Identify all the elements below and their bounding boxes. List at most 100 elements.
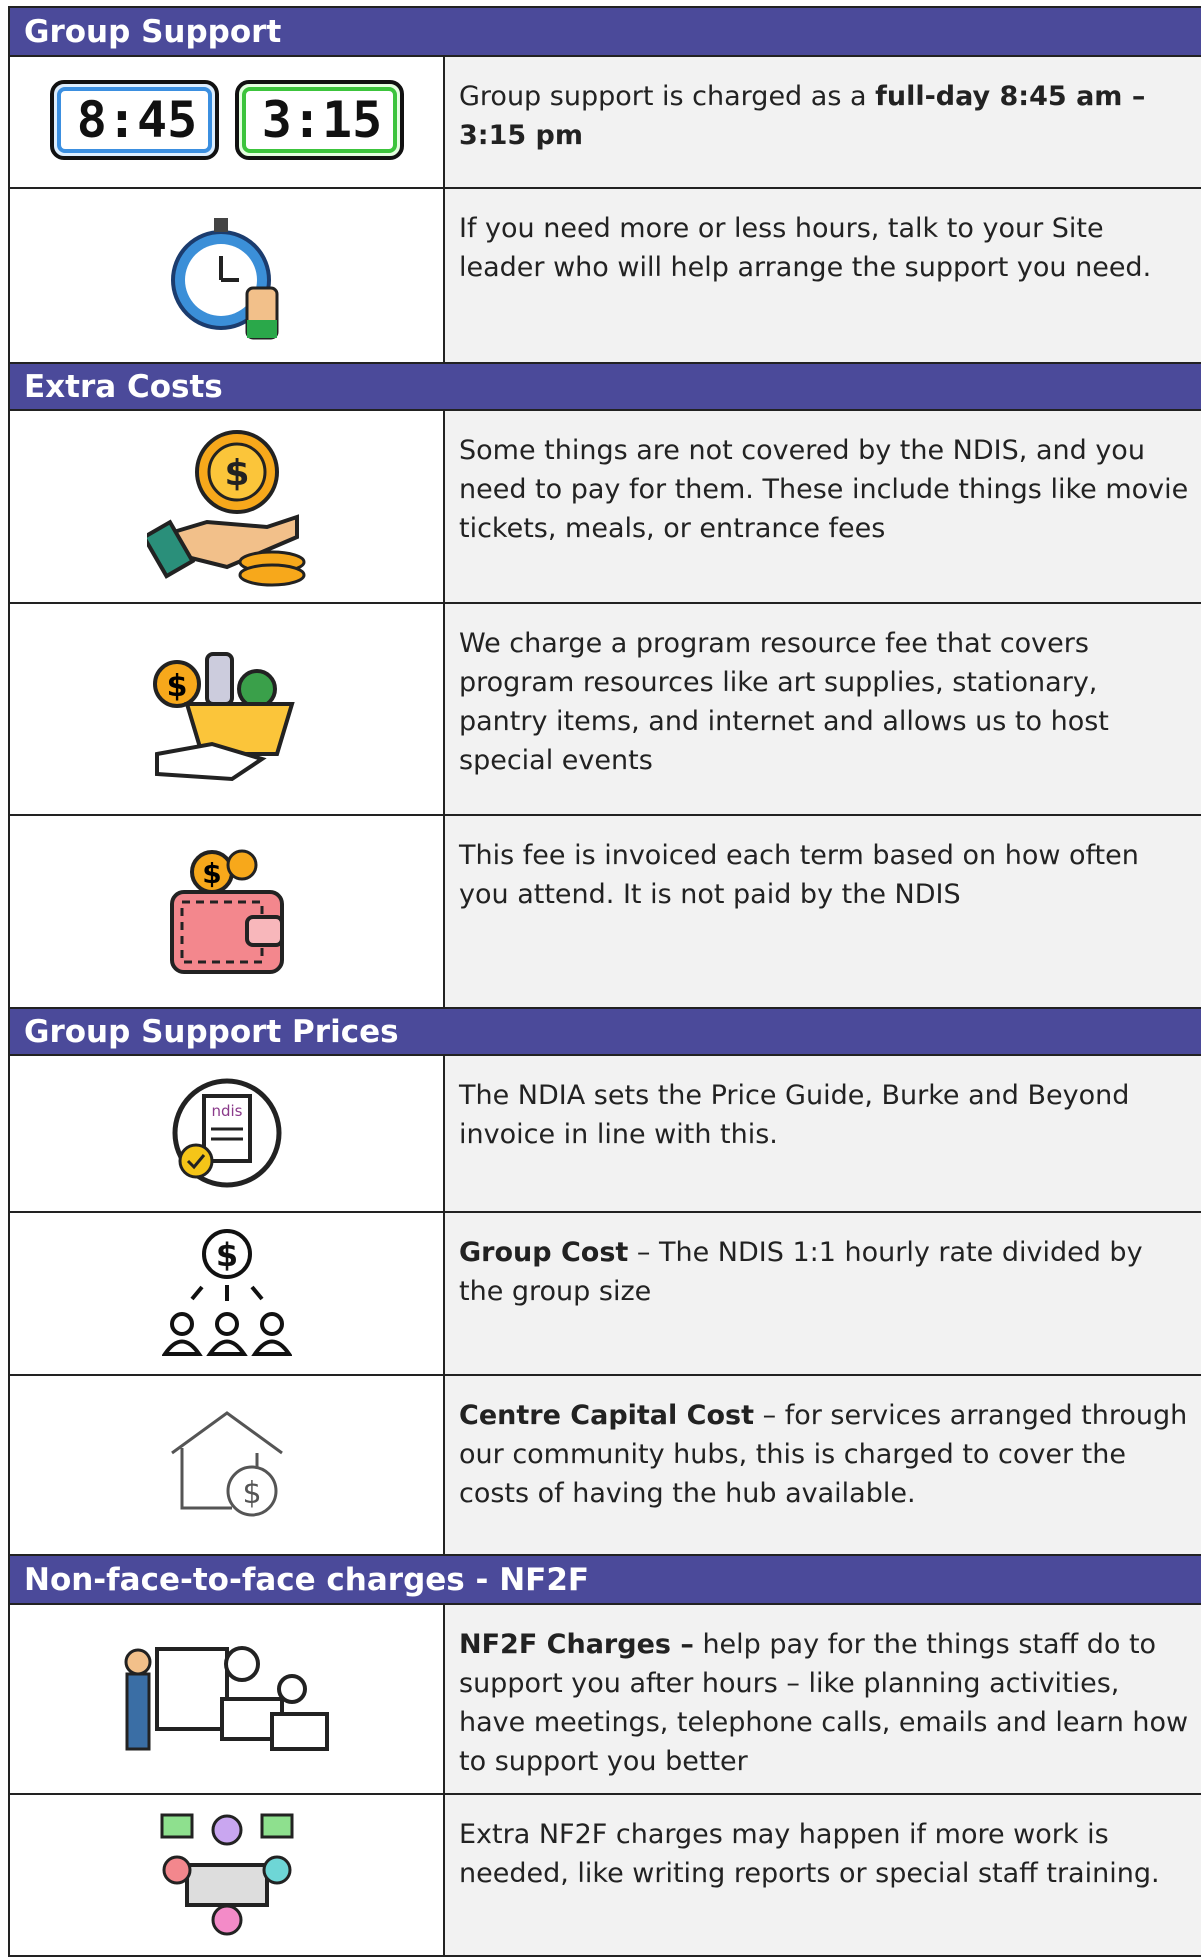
description: If you need more or less hours, talk to … — [445, 189, 1201, 362]
description: NF2F Charges – help pay for the things s… — [445, 1605, 1201, 1793]
icon-part — [247, 320, 277, 338]
table-row: $ Centre Capital Cost – for services arra… — [8, 1376, 1201, 1556]
icon-cell: $ — [10, 1376, 445, 1554]
description: This fee is invoiced each term based on … — [445, 816, 1201, 1007]
icon-part — [151, 513, 299, 569]
icon-cell: $ — [10, 1213, 445, 1374]
icon-part — [124, 1646, 329, 1751]
icon-part — [56, 87, 212, 153]
icon-part — [169, 1311, 194, 1336]
icon-part — [214, 218, 228, 232]
icon-part — [161, 1339, 203, 1356]
table-row: NF2F Charges – help pay for the things s… — [8, 1605, 1201, 1795]
icon-part: 3:15 — [261, 91, 381, 149]
icon-part — [172, 1078, 281, 1188]
icon-part — [204, 652, 234, 706]
icon-part — [154, 1647, 229, 1731]
icon-part — [146, 518, 195, 579]
text: We charge a program resource fee that co… — [459, 628, 1109, 776]
table-row: $ Group Cost – The NDIS 1:1 hourly rate d… — [8, 1213, 1201, 1376]
description: The NDIA sets the Price Guide, Burke and… — [445, 1056, 1201, 1211]
text: – The NDIS 1:1 hourly rate divided by th… — [459, 1237, 1143, 1307]
icon-part: ndis — [165, 1071, 288, 1196]
icon-part: $ — [152, 652, 295, 782]
section-header: Non-face-to-face charges - NF2F — [8, 1556, 1201, 1605]
text: Group support is charged as a — [459, 81, 876, 112]
icon-part: ndis — [211, 1102, 242, 1120]
text: help pay for the things staff do to supp… — [459, 1629, 1189, 1777]
icon-part — [154, 741, 267, 782]
icon-part — [236, 669, 277, 709]
icon-part — [178, 1143, 213, 1179]
description: Centre Capital Cost – for services arran… — [445, 1376, 1201, 1554]
table-row: $ Some things are not covered by the NDIS… — [8, 411, 1201, 604]
icon-cell: 8:45 3:15 — [10, 57, 445, 187]
icon-part — [211, 1814, 242, 1846]
section-header: Group Support Prices — [8, 1009, 1201, 1056]
icon-part — [186, 1154, 205, 1170]
icon-part — [259, 1311, 284, 1336]
icon-part — [125, 1672, 150, 1751]
icon-part — [238, 563, 305, 586]
bold-text: Centre Capital Cost — [459, 1400, 755, 1431]
icon-part — [207, 442, 266, 501]
bold-text: Group Cost — [459, 1237, 629, 1268]
icon-part — [124, 1648, 151, 1676]
table-row: Extra NF2F charges may happen if more wo… — [8, 1795, 1201, 1957]
icon-part: $ — [166, 669, 187, 704]
description: We charge a program resource fee that co… — [445, 604, 1201, 814]
description: Group support is charged as a full-day 8… — [445, 57, 1201, 187]
document: Group Support 8:45 3:15 Group support is … — [8, 6, 1201, 1957]
icon-part — [241, 87, 397, 153]
icon-cell: ndis — [10, 1056, 445, 1211]
icon-part — [276, 1674, 307, 1704]
table-row: 8:45 3:15 Group support is charged as a f… — [8, 57, 1201, 189]
icon-part: $ — [146, 429, 305, 586]
section-header: Group Support — [8, 8, 1201, 57]
icon-part: $ — [202, 857, 221, 890]
icon-part — [226, 1465, 277, 1516]
icon-part — [160, 1813, 293, 1936]
icon-part: 8:45 3:15 — [49, 80, 404, 160]
icon-part — [201, 1228, 252, 1279]
icon-part — [250, 1339, 292, 1356]
description: Extra NF2F charges may happen if more wo… — [445, 1795, 1201, 1955]
description: Some things are not covered by the NDIS,… — [445, 411, 1201, 602]
text: – for services arranged through our comm… — [459, 1400, 1188, 1509]
icon-part — [160, 1813, 193, 1839]
icon-part — [169, 208, 284, 343]
icon-part: $ — [215, 1236, 237, 1274]
icon-cell — [10, 189, 445, 362]
bold-text: full-day 8:45 am – 3:15 pm — [459, 81, 1146, 151]
icon-cell: $ — [10, 411, 445, 602]
text: Some things are not covered by the NDIS,… — [459, 435, 1189, 544]
icon-part — [183, 702, 295, 756]
icon-part — [262, 1855, 291, 1885]
icon-part — [152, 660, 201, 708]
section-header: Extra Costs — [8, 364, 1201, 411]
text: The NDIA sets the Price Guide, Burke and… — [459, 1080, 1130, 1150]
icon-part — [189, 1284, 264, 1301]
icon-cell — [10, 1605, 445, 1793]
icon-part: $ — [161, 1402, 292, 1528]
text: This fee is invoiced each term based on … — [459, 840, 1139, 910]
icon-part: $ — [161, 1228, 292, 1356]
icon-part: $ — [169, 849, 284, 974]
table-row: $ We charge a program resource fee that c… — [8, 604, 1201, 816]
icon-part — [205, 1339, 248, 1356]
icon-part: $ — [224, 453, 249, 494]
icon-part — [260, 1813, 293, 1839]
icon-cell: $ — [10, 816, 445, 1007]
table-row: ndis The NDIA sets the Price Guide, Burke… — [8, 1056, 1201, 1213]
icon-part: $ — [242, 1476, 261, 1511]
description: Group Cost – The NDIS 1:1 hourly rate di… — [445, 1213, 1201, 1374]
table-row: $ This fee is invoiced each term based on… — [8, 816, 1201, 1009]
bold-text: NF2F Charges – — [459, 1629, 694, 1660]
icon-part — [214, 1311, 239, 1336]
icon-part — [211, 1904, 242, 1936]
icon-part — [244, 914, 284, 947]
text: If you need more or less hours, talk to … — [459, 213, 1152, 283]
icon-cell: $ — [10, 604, 445, 814]
icon-part — [162, 1855, 191, 1885]
